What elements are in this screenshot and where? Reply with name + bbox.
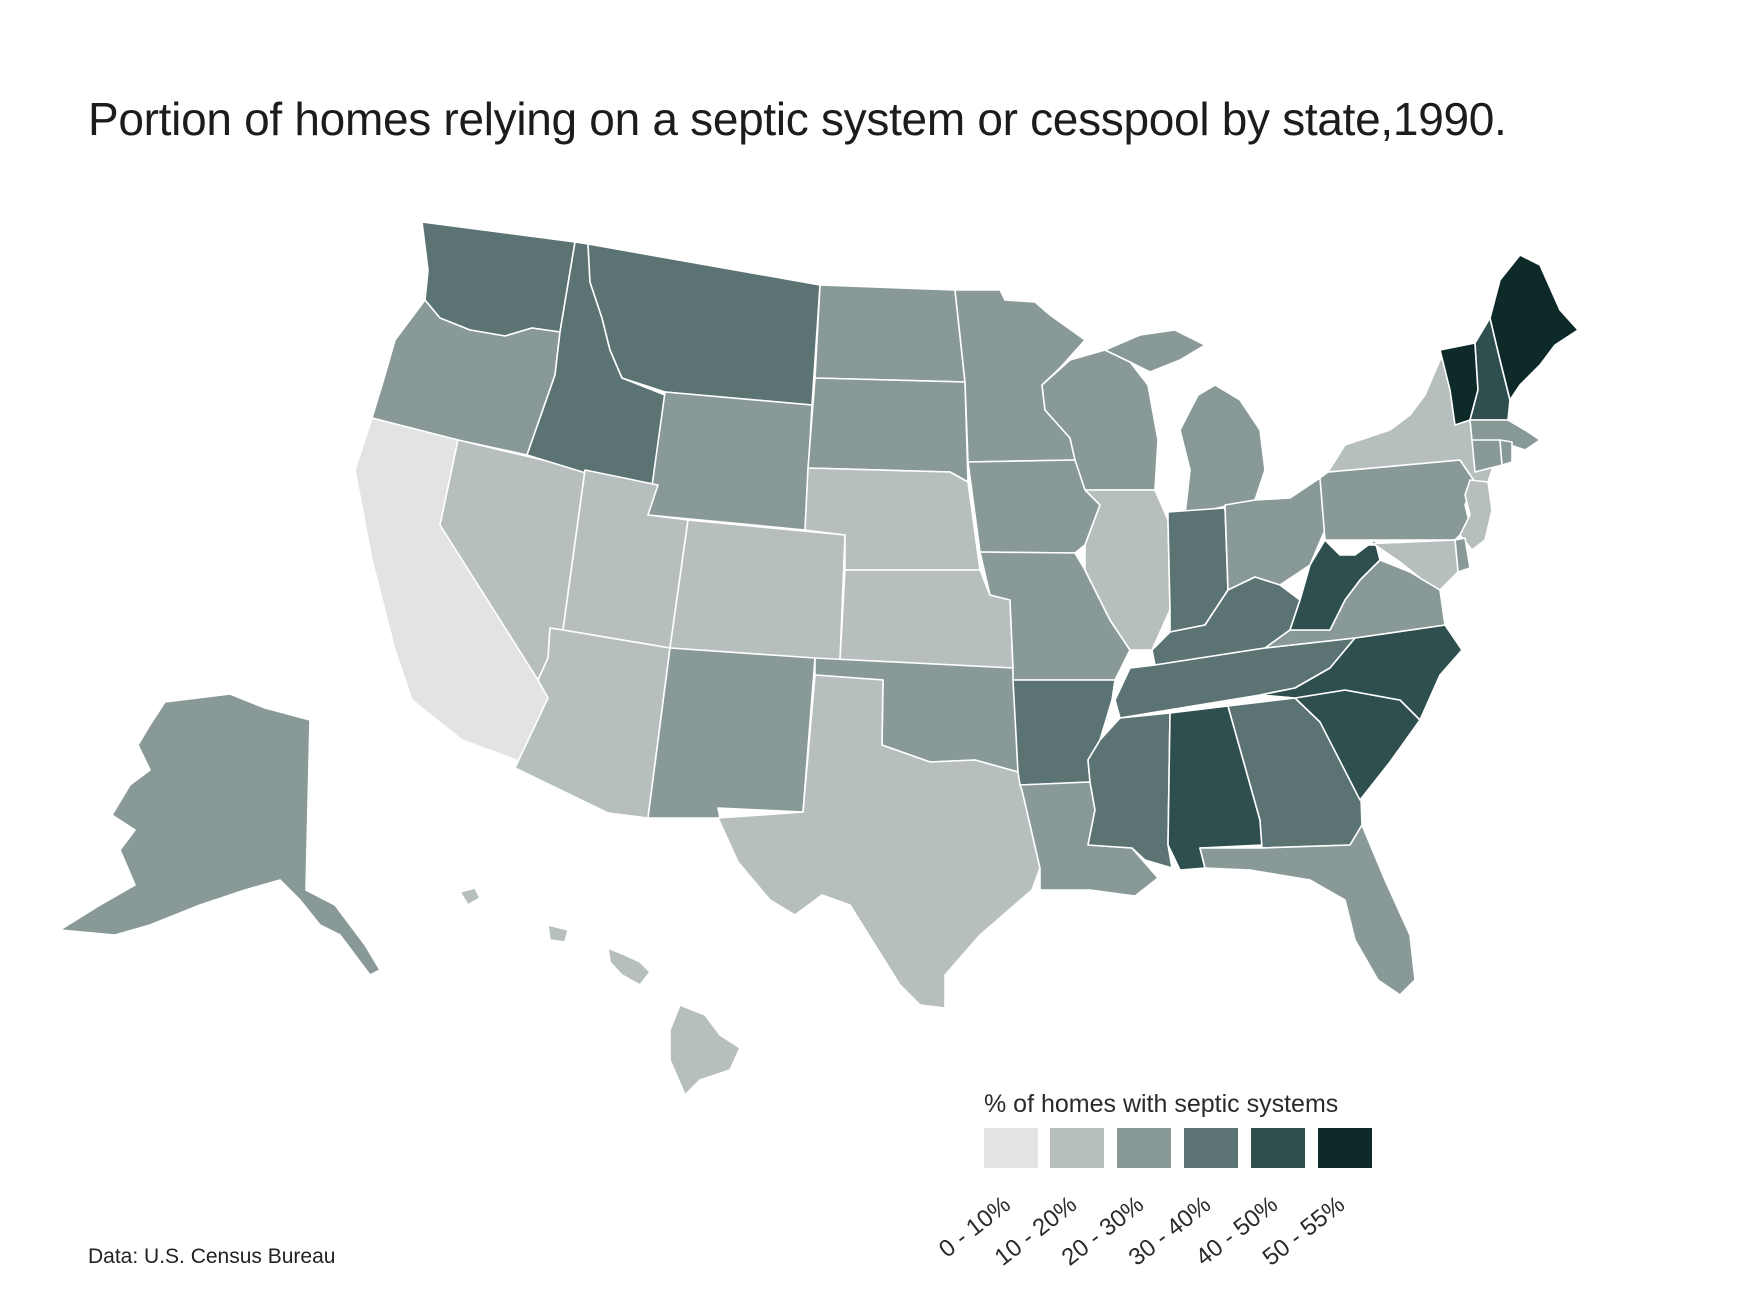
- legend-swatch-50-55: [1318, 1128, 1372, 1168]
- legend-title: % of homes with septic systems: [984, 1090, 1339, 1118]
- legend-swatch-20-30: [1117, 1128, 1171, 1168]
- state-connecticut: [1471, 439, 1503, 473]
- state-florida: [1199, 824, 1416, 996]
- state-south-dakota: [807, 377, 969, 483]
- legend-swatch-0-10: [984, 1128, 1038, 1168]
- state-new-mexico: [647, 647, 816, 819]
- state-new-jersey: [1459, 479, 1493, 551]
- state-maine: [1489, 254, 1579, 401]
- state-washington: [421, 221, 576, 337]
- state-north-dakota: [814, 284, 966, 383]
- state-wyoming: [647, 391, 813, 531]
- state-wisconsin: [1041, 349, 1159, 491]
- state-north-carolina: [1259, 624, 1463, 721]
- state-rhode-island: [1499, 439, 1513, 466]
- state-maryland: [1339, 539, 1459, 591]
- state-texas: [717, 674, 1041, 1009]
- state-colorado: [669, 519, 846, 661]
- state-west-virginia: [1289, 539, 1381, 631]
- state-michigan: [1104, 329, 1266, 516]
- state-alaska: [59, 693, 381, 976]
- map-title: Portion of homes relying on a septic sys…: [88, 93, 1507, 145]
- state-hawaii: [459, 887, 741, 1096]
- source-note: Data: U.S. Census Bureau: [88, 1245, 336, 1268]
- legend-swatch-40-50: [1251, 1128, 1305, 1168]
- legend-swatch-10-20: [1050, 1128, 1104, 1168]
- state-pennsylvania: [1319, 459, 1476, 541]
- state-illinois: [1084, 489, 1171, 651]
- legend-swatch-30-40: [1184, 1128, 1238, 1168]
